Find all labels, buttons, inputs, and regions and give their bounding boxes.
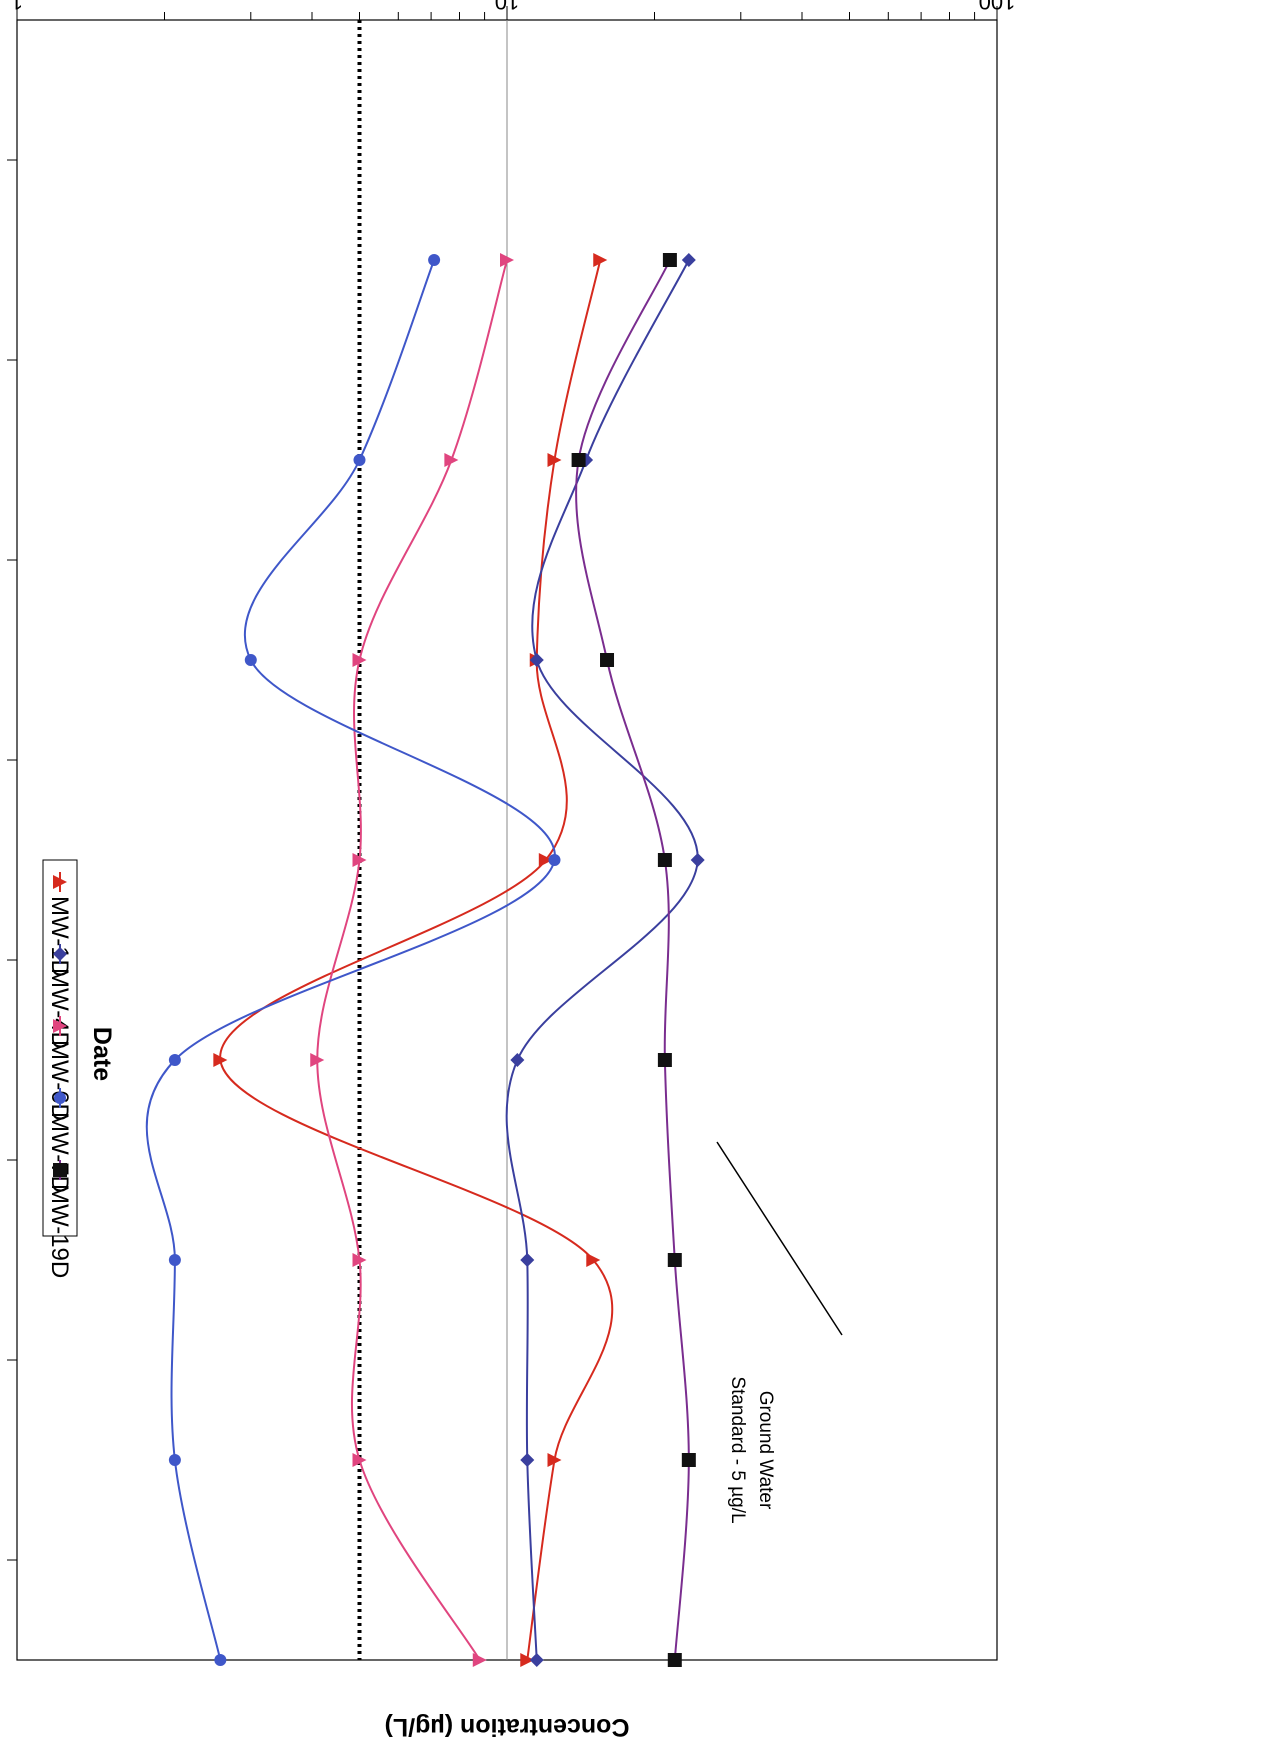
data-point-mw-1d — [213, 1053, 228, 1067]
y-tick-label: 1 — [11, 0, 23, 14]
data-point-mw-7d — [168, 1054, 181, 1066]
data-point-mw-4d — [529, 1653, 544, 1667]
series-line-mw-7d — [145, 259, 556, 1661]
chart-rotated-group: 1 10 100 6/14/200010/12/200001/29/200105/0… — [7, 0, 1015, 1741]
data-point-mw-1d — [547, 453, 562, 467]
data-point-mw-6d — [352, 1253, 367, 1267]
series-line-mw-6d — [316, 259, 508, 1661]
data-point-mw-19d — [667, 1253, 682, 1267]
data-point-mw-19d — [571, 453, 586, 467]
data-point-mw-1d — [547, 1453, 562, 1467]
data-point-mw-7d — [548, 854, 561, 866]
data-point-mw-7d — [353, 454, 366, 466]
data-point-mw-6d — [352, 853, 367, 867]
legend-box — [42, 859, 78, 1237]
data-point-mw-7d — [214, 1654, 227, 1666]
annotation-line-1: Ground Water — [755, 1391, 776, 1510]
data-point-mw-4d — [520, 1253, 535, 1267]
legend-marker-mw-19d — [53, 1163, 67, 1177]
data-point-mw-1d — [538, 853, 553, 867]
data-point-mw-7d — [428, 254, 441, 266]
series-line-mw-4d — [505, 259, 699, 1661]
data-point-mw-19d — [662, 253, 677, 267]
data-point-mw-1d — [520, 1653, 535, 1667]
data-point-mw-6d — [352, 1453, 367, 1467]
data-point-mw-4d — [529, 653, 544, 667]
legend-label-mw-4d: MW-4D — [46, 968, 73, 1049]
annotation-leader-line — [716, 1141, 843, 1336]
data-point-mw-1d — [586, 1253, 601, 1267]
legend-label-mw-6d: MW-6D — [46, 1040, 73, 1121]
legend-marker-mw-4d — [53, 947, 67, 961]
series-mw-7d — [145, 254, 561, 1666]
data-point-mw-19d — [681, 1453, 696, 1467]
data-point-mw-6d — [352, 653, 367, 667]
data-point-mw-7d — [244, 654, 257, 666]
series-line-mw-1d — [219, 259, 614, 1661]
data-point-mw-19d — [657, 1053, 672, 1067]
data-point-mw-4d — [681, 253, 696, 267]
data-point-mw-4d — [520, 1453, 535, 1467]
data-point-mw-6d — [444, 453, 459, 467]
data-point-mw-6d — [500, 253, 514, 267]
x-axis-title: Date — [88, 1027, 116, 1081]
legend-marker-mw-7d — [54, 1092, 66, 1104]
legend-marker-mw-6d — [53, 1019, 67, 1033]
legend-label-mw-1d: MW-1D — [46, 896, 73, 977]
data-point-mw-1d — [593, 253, 608, 267]
series-mw-19d — [571, 253, 696, 1667]
data-point-mw-6d — [310, 1053, 325, 1067]
y-axis-title: Concentration (µg/L) — [385, 1713, 630, 1741]
annotation-line-2: Standard - 5 µg/L — [727, 1376, 748, 1523]
data-point-mw-19d — [600, 653, 615, 667]
data-point-mw-7d — [168, 1254, 181, 1266]
series-layer — [145, 253, 705, 1667]
y-tick-label: 10 — [495, 0, 519, 14]
data-point-mw-19d — [657, 853, 672, 867]
data-point-mw-6d — [472, 1653, 487, 1667]
data-point-mw-4d — [510, 1053, 525, 1067]
legend-marker-mw-1d — [53, 875, 67, 889]
legend-label-mw-7d: MW-7D — [46, 1112, 73, 1193]
legend-label-mw-19d: MW-19D — [46, 1184, 73, 1278]
x-axis-ticks: 6/14/200010/12/200001/29/200105/01/20010… — [7, 159, 17, 1561]
y-axis-ticks: 1 10 100 — [11, 0, 1015, 20]
data-point-mw-7d — [168, 1454, 181, 1466]
y-tick-label: 100 — [979, 0, 1016, 14]
data-point-mw-19d — [667, 1653, 682, 1667]
series-line-mw-19d — [575, 259, 690, 1661]
series-mw-6d — [310, 253, 514, 1667]
data-point-mw-4d — [690, 853, 705, 867]
